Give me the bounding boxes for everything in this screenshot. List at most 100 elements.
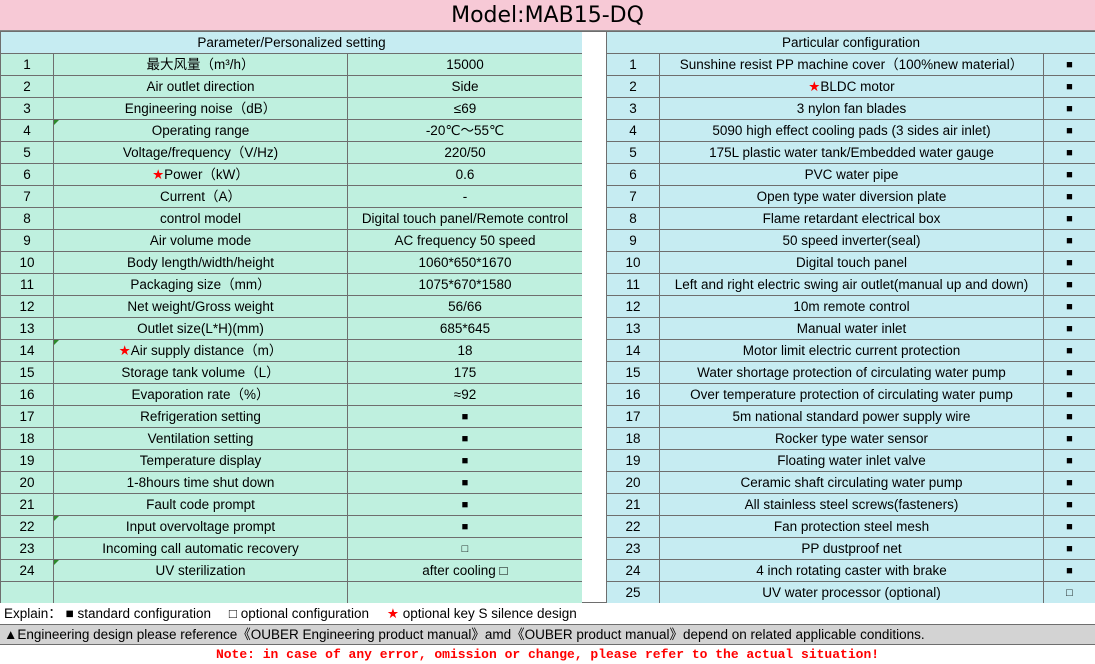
row-number: 13 xyxy=(606,317,660,340)
table-row: 18 Ventilation setting ■ xyxy=(0,427,583,450)
row-number: 3 xyxy=(606,97,660,120)
design-note: ▲Engineering design please reference《OUB… xyxy=(0,625,1095,645)
table-row: 8 Flame retardant electrical box ■ xyxy=(606,207,1095,230)
parameter-value: Side xyxy=(347,75,583,98)
configuration-label: 4 inch rotating caster with brake xyxy=(659,559,1044,582)
parameter-label: Fault code prompt xyxy=(53,493,348,516)
configuration-label: Rocker type water sensor xyxy=(659,427,1044,450)
parameter-value: 0.6 xyxy=(347,163,583,186)
parameter-label: Air volume mode xyxy=(53,229,348,252)
parameter-label-text: Air supply distance（m） xyxy=(130,342,283,358)
configuration-table: Particular configuration 1 Sunshine resis… xyxy=(605,31,1095,604)
parameter-label-text: Storage tank volume（L） xyxy=(121,364,280,380)
row-number: 5 xyxy=(606,141,660,164)
row-number: 9 xyxy=(0,229,54,252)
explain-prefix: Explain： xyxy=(4,606,62,621)
configuration-label-text: Flame retardant electrical box xyxy=(762,210,941,226)
row-number: 23 xyxy=(0,537,54,560)
row-number: 12 xyxy=(0,295,54,318)
configuration-mark: ■ xyxy=(1042,471,1095,494)
configuration-label-text: Ceramic shaft circulating water pump xyxy=(740,474,963,490)
table-row: 25 UV water processor (optional) □ xyxy=(606,581,1095,604)
table-row: 10 Body length/width/height 1060*650*1670 xyxy=(0,251,583,274)
configuration-label-text: 4 inch rotating caster with brake xyxy=(756,562,947,578)
table-row: 5 175L plastic water tank/Embedded water … xyxy=(606,141,1095,164)
parameter-value: ≤69 xyxy=(347,97,583,120)
table-row: 8 control model Digital touch panel/Remote… xyxy=(0,207,583,230)
table-row: 13 Manual water inlet ■ xyxy=(606,317,1095,340)
table-row: 20 Ceramic shaft circulating water pump ■ xyxy=(606,471,1095,494)
parameter-label: Incoming call automatic recovery xyxy=(53,537,348,560)
row-number: 7 xyxy=(606,185,660,208)
configuration-mark: ■ xyxy=(1042,361,1095,384)
row-number: 20 xyxy=(606,471,660,494)
configuration-label-text: Manual water inlet xyxy=(796,320,907,336)
parameter-table-header: Parameter/Personalized setting xyxy=(0,31,583,54)
table-row: 10 Digital touch panel ■ xyxy=(606,251,1095,274)
table-row xyxy=(0,581,583,604)
row-number: 6 xyxy=(0,163,54,186)
bottom-note: Note: in case of any error, omission or … xyxy=(0,646,1095,664)
configuration-mark: ■ xyxy=(1042,559,1095,582)
row-number: 11 xyxy=(0,273,54,296)
row-number: 5 xyxy=(0,141,54,164)
parameter-label: UV sterilization xyxy=(53,559,348,582)
table-row: 16 Over temperature protection of circula… xyxy=(606,383,1095,406)
parameter-label: 1-8hours time shut down xyxy=(53,471,348,494)
parameter-label: Temperature display xyxy=(53,449,348,472)
table-row: 1 Sunshine resist PP machine cover（100%ne… xyxy=(606,53,1095,76)
configuration-label-text: All stainless steel screws(fasteners) xyxy=(744,496,959,512)
parameter-value: 1060*650*1670 xyxy=(347,251,583,274)
row-number: 4 xyxy=(606,119,660,142)
parameter-label-text: Ventilation setting xyxy=(147,430,254,446)
configuration-label-text: Digital touch panel xyxy=(795,254,908,270)
configuration-mark: ■ xyxy=(1042,273,1095,296)
configuration-label: Floating water inlet valve xyxy=(659,449,1044,472)
configuration-label: All stainless steel screws(fasteners) xyxy=(659,493,1044,516)
configuration-label: Left and right electric swing air outlet… xyxy=(659,273,1044,296)
table-row: 2 ★BLDC motor ■ xyxy=(606,75,1095,98)
parameter-value: 685*645 xyxy=(347,317,583,340)
table-row: 7 Open type water diversion plate ■ xyxy=(606,185,1095,208)
table-row: 20 1-8hours time shut down ■ xyxy=(0,471,583,494)
configuration-label: 50 speed inverter(seal) xyxy=(659,229,1044,252)
row-number: 20 xyxy=(0,471,54,494)
parameter-value xyxy=(347,581,583,604)
configuration-label: PP dustproof net xyxy=(659,537,1044,560)
configuration-label: Flame retardant electrical box xyxy=(659,207,1044,230)
configuration-label-text: 10m remote control xyxy=(793,298,910,314)
parameter-label-text: Voltage/frequency（V/Hz) xyxy=(122,144,279,160)
parameter-value: 56/66 xyxy=(347,295,583,318)
configuration-label: 175L plastic water tank/Embedded water g… xyxy=(659,141,1044,164)
parameter-value: ≈92 xyxy=(347,383,583,406)
table-row: 24 4 inch rotating caster with brake ■ xyxy=(606,559,1095,582)
parameter-label-text: Evaporation rate（%） xyxy=(131,386,270,402)
table-row: 21 Fault code prompt ■ xyxy=(0,493,583,516)
parameter-value: 175 xyxy=(347,361,583,384)
parameter-label: Air outlet direction xyxy=(53,75,348,98)
row-number: 8 xyxy=(0,207,54,230)
row-number: 16 xyxy=(606,383,660,406)
parameter-label-text: Incoming call automatic recovery xyxy=(102,540,299,556)
parameter-label: Body length/width/height xyxy=(53,251,348,274)
row-number: 25 xyxy=(606,581,660,604)
configuration-label-text: PP dustproof net xyxy=(801,540,902,556)
table-row: 6 ★Power（kW） 0.6 xyxy=(0,163,583,186)
table-row: 3 3 nylon fan blades ■ xyxy=(606,97,1095,120)
row-number: 15 xyxy=(606,361,660,384)
table-row: 17 Refrigeration setting ■ xyxy=(0,405,583,428)
configuration-label-text: Sunshine resist PP machine cover（100%new… xyxy=(679,56,1024,72)
parameter-label-text: Current（A） xyxy=(159,188,242,204)
configuration-mark: ■ xyxy=(1042,229,1095,252)
configuration-label-text: Rocker type water sensor xyxy=(774,430,929,446)
configuration-mark: ■ xyxy=(1042,383,1095,406)
configuration-mark: ■ xyxy=(1042,515,1095,538)
parameter-value: 220/50 xyxy=(347,141,583,164)
configuration-label: ★BLDC motor xyxy=(659,75,1044,98)
row-number: 10 xyxy=(0,251,54,274)
parameter-label-text: Net weight/Gross weight xyxy=(127,298,274,314)
configuration-mark: ■ xyxy=(1042,427,1095,450)
row-number: 23 xyxy=(606,537,660,560)
table-row: 22 Fan protection steel mesh ■ xyxy=(606,515,1095,538)
parameter-label-text: Temperature display xyxy=(139,452,262,468)
